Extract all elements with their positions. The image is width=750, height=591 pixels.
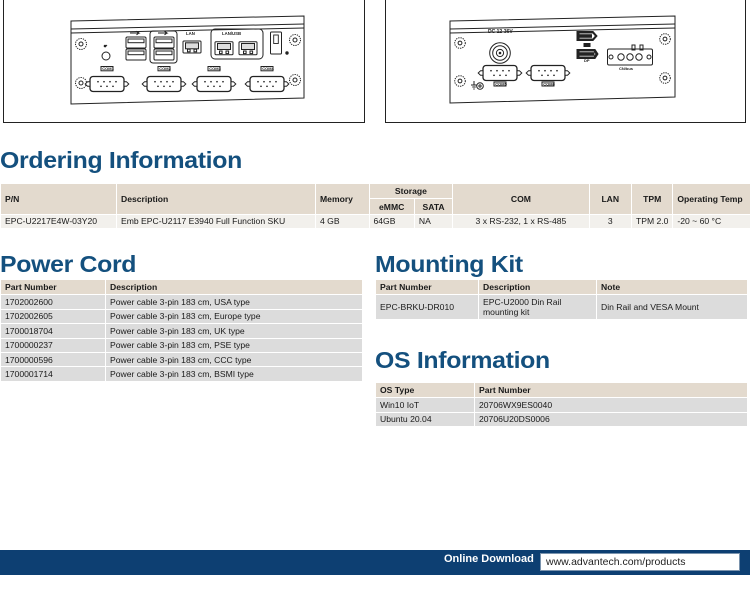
svg-text:COM6: COM6 [543,81,555,86]
svg-text:DC 12-36V: DC 12-36V [488,29,513,35]
svg-text:LAN: LAN [186,31,195,36]
svg-text:COM3: COM3 [209,66,221,71]
svg-text:DP: DP [584,58,590,63]
svg-text:CN/bus: CN/bus [619,66,634,71]
svg-text:COM2: COM2 [159,66,171,71]
svg-text:LAN/USB: LAN/USB [222,31,241,36]
svg-text:COM4: COM4 [262,66,274,71]
svg-text:COM1: COM1 [102,66,114,71]
svg-text:COM5: COM5 [495,81,507,86]
